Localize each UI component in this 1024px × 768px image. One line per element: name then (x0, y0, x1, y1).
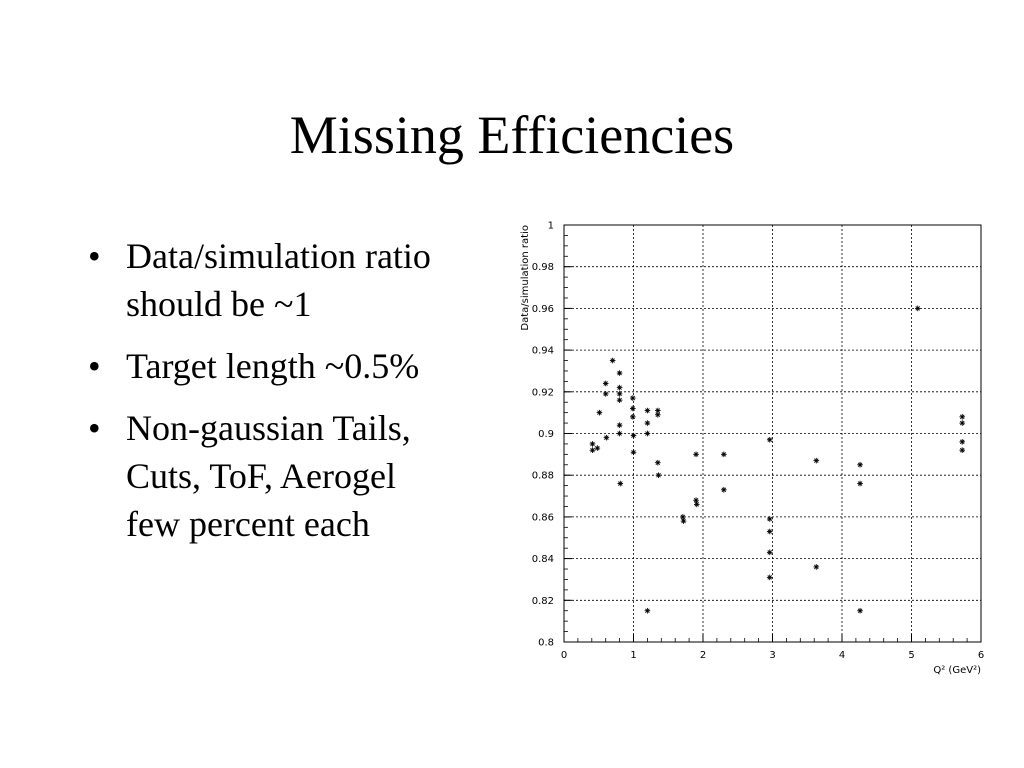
data-point (616, 384, 623, 391)
y-tick-label: 0.98 (532, 262, 554, 273)
y-tick-label: 1 (548, 221, 554, 232)
data-point (589, 441, 596, 447)
data-point (616, 397, 623, 403)
data-point (857, 480, 863, 487)
data-point (616, 422, 623, 428)
data-point (655, 411, 661, 418)
bullet-text-line: Non-gaussian Tails, (126, 408, 411, 448)
y-tick-label: 0.9 (538, 429, 554, 440)
data-point (630, 432, 637, 439)
x-tick-label: 6 (978, 650, 984, 661)
y-tick-label: 0.92 (532, 387, 554, 398)
data-point (655, 459, 661, 466)
data-point (630, 395, 636, 401)
bullet-text-line: Cuts, ToF, Aerogel (126, 456, 396, 496)
data-point (693, 501, 700, 508)
bullet-dot-icon: • (88, 408, 101, 448)
data-point (602, 391, 609, 397)
bullet-item: • Non-gaussian Tails, Cuts, ToF, Aerogel fe… (88, 404, 528, 548)
y-tick-label: 0.86 (532, 512, 554, 523)
bullet-text-line: Data/simulation ratio (126, 236, 431, 276)
data-point (914, 305, 921, 312)
data-point (766, 516, 773, 522)
data-point (959, 414, 966, 420)
data-point (959, 439, 966, 445)
data-point (596, 409, 603, 416)
bullet-item: • Data/simulation ratio should be ~1 (88, 232, 528, 328)
data-point (644, 430, 651, 437)
x-axis-label: Q² (GeV²) (933, 665, 981, 676)
bullet-dot-icon: • (88, 236, 101, 276)
x-tick-label: 0 (561, 650, 567, 661)
data-point (680, 518, 687, 524)
data-point (603, 434, 610, 441)
y-tick-label: 0.94 (532, 346, 554, 357)
data-point (630, 405, 636, 412)
data-point (693, 451, 699, 458)
data-point (721, 451, 727, 458)
data-point (655, 472, 662, 478)
data-point (766, 574, 773, 581)
y-tick-label: 0.84 (532, 554, 554, 565)
data-point (680, 514, 686, 520)
data-point (693, 497, 699, 504)
x-tick-label: 4 (839, 650, 845, 661)
data-point (959, 447, 966, 453)
bullet-dot-icon: • (88, 346, 101, 386)
x-tick-label: 2 (700, 650, 706, 661)
x-tick-label: 5 (908, 650, 914, 661)
data-point (616, 370, 623, 376)
x-tick-label: 1 (630, 650, 636, 661)
y-tick-label: 0.96 (532, 304, 554, 315)
data-point (766, 436, 773, 443)
data-point (630, 449, 637, 456)
scatter-chart: 0 1 2 3 4 5 6 0.8 0.82 0.84 0.86 0.88 0.9 0.92 0.94 0.9… (520, 221, 984, 677)
data-point (813, 564, 820, 570)
data-point (857, 461, 863, 468)
data-point (959, 420, 966, 426)
bullet-text-line: Target length ~0.5% (126, 346, 420, 386)
data-point (857, 607, 863, 614)
data-point (594, 445, 601, 451)
bullet-text-line: should be ~1 (126, 284, 312, 324)
data-point (609, 357, 616, 364)
bullet-text-line: few percent each (126, 504, 370, 544)
data-point (766, 549, 773, 556)
data-point (617, 480, 624, 487)
y-tick-label: 0.88 (532, 471, 554, 482)
data-point (616, 391, 623, 397)
data-point (644, 420, 651, 426)
bullet-item: • Target length ~0.5% (88, 342, 528, 390)
y-axis-label: Data/simulation ratio (520, 225, 531, 331)
data-point (644, 407, 651, 414)
data-point (630, 414, 636, 420)
data-point (616, 430, 623, 437)
data-point (721, 486, 727, 493)
y-tick-label: 0.82 (532, 596, 554, 607)
slide-title: Missing Efficiencies (289, 105, 735, 165)
y-tick-label: 0.8 (538, 638, 554, 649)
bullet-list: • Data/simulation ratio should be ~1 • Targe… (88, 232, 528, 562)
data-point (644, 607, 651, 614)
data-point (813, 457, 820, 464)
data-point (602, 380, 609, 387)
x-tick-label: 3 (769, 650, 775, 661)
data-point (766, 528, 773, 535)
data-point (589, 447, 596, 453)
